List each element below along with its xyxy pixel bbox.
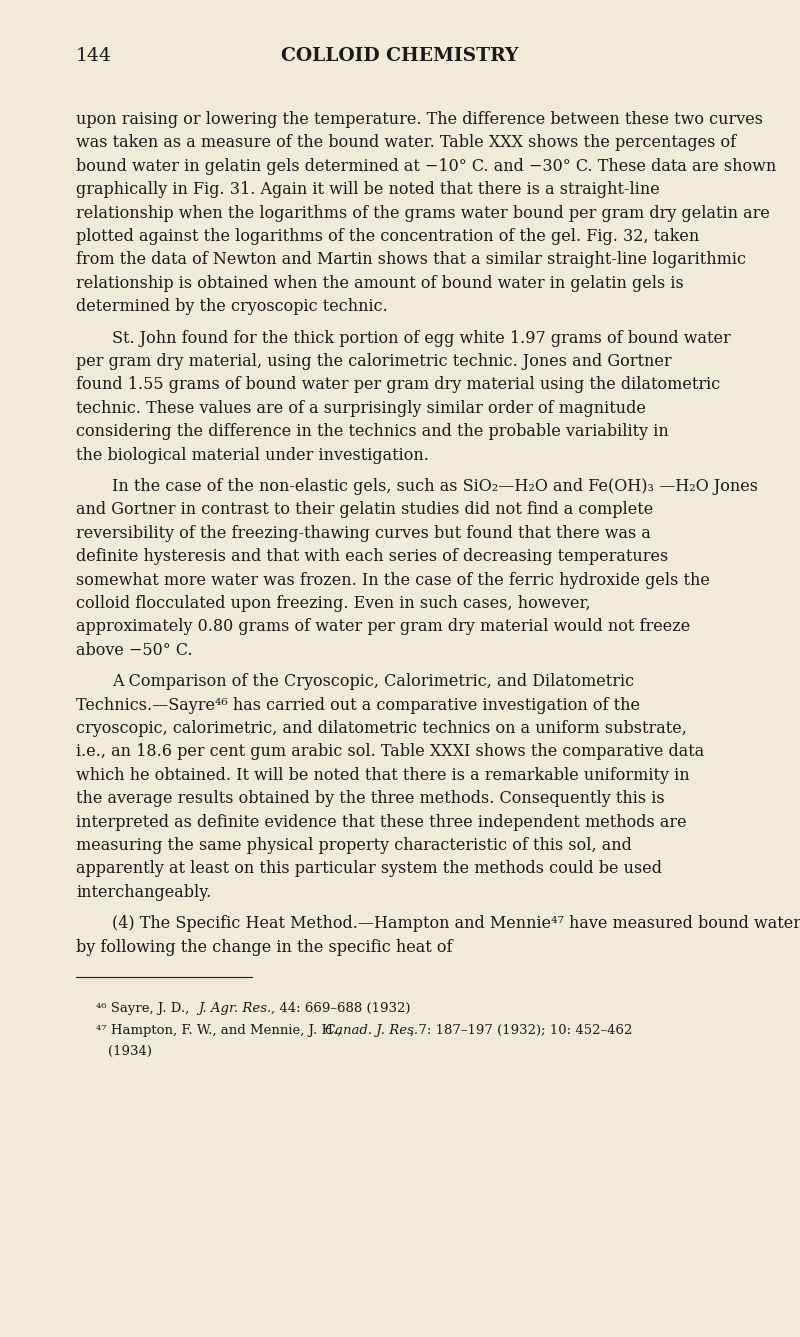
Text: reversibility of the freezing-thawing curves but found that there was a: reversibility of the freezing-thawing cu… — [76, 524, 651, 541]
Text: COLLOID CHEMISTRY: COLLOID CHEMISTRY — [282, 47, 518, 64]
Text: measuring the same physical property characteristic of this sol, and: measuring the same physical property cha… — [76, 837, 632, 854]
Text: Technics.—Sayre⁴⁶ has carried out a comparative investigation of the: Technics.—Sayre⁴⁶ has carried out a comp… — [76, 697, 640, 714]
Text: the average results obtained by the three methods. Consequently this is: the average results obtained by the thre… — [76, 790, 665, 808]
Text: , 7: 187–197 (1932); 10: 452–462: , 7: 187–197 (1932); 10: 452–462 — [410, 1024, 632, 1036]
Text: and Gortner in contrast to their gelatin studies did not find a complete: and Gortner in contrast to their gelatin… — [76, 501, 654, 519]
Text: definite hysteresis and that with each series of decreasing temperatures: definite hysteresis and that with each s… — [76, 548, 668, 566]
Text: upon raising or lowering the temperature. The difference between these two curve: upon raising or lowering the temperature… — [76, 111, 763, 128]
Text: relationship when the logarithms of the grams water bound per gram dry gelatin a: relationship when the logarithms of the … — [76, 205, 770, 222]
Text: determined by the cryoscopic technic.: determined by the cryoscopic technic. — [76, 298, 388, 316]
Text: above −50° C.: above −50° C. — [76, 642, 193, 659]
Text: which he obtained. It will be noted that there is a remarkable uniformity in: which he obtained. It will be noted that… — [76, 766, 690, 783]
Text: In the case of the non-elastic gels, such as SiO₂—H₂O and Fe(OH)₃ —H₂O Jones: In the case of the non-elastic gels, suc… — [112, 477, 758, 495]
Text: Canad. J. Res.: Canad. J. Res. — [326, 1024, 418, 1036]
Text: (1934): (1934) — [108, 1046, 152, 1058]
Text: i.e., an 18.6 per cent gum arabic sol. Table XXXI shows the comparative data: i.e., an 18.6 per cent gum arabic sol. T… — [76, 743, 704, 761]
Text: bound water in gelatin gels determined at −10° C. and −30° C. These data are sho: bound water in gelatin gels determined a… — [76, 158, 776, 175]
Text: considering the difference in the technics and the probable variability in: considering the difference in the techni… — [76, 422, 669, 440]
Text: somewhat more water was frozen. In the case of the ferric hydroxide gels the: somewhat more water was frozen. In the c… — [76, 571, 710, 588]
Text: 144: 144 — [76, 47, 112, 64]
Text: the biological material under investigation.: the biological material under investigat… — [76, 447, 429, 464]
Text: technic. These values are of a surprisingly similar order of magnitude: technic. These values are of a surprisin… — [76, 400, 646, 417]
Text: ⁴⁶ Sayre, J. D.,: ⁴⁶ Sayre, J. D., — [96, 1001, 194, 1015]
Text: interchangeably.: interchangeably. — [76, 884, 211, 901]
Text: graphically in Fig. 31. Again it will be noted that there is a straight-line: graphically in Fig. 31. Again it will be… — [76, 180, 660, 198]
Text: J. Agr. Res.: J. Agr. Res. — [198, 1001, 272, 1015]
Text: (4) The Specific Heat Method.—Hampton and Mennie⁴⁷ have measured bound water: (4) The Specific Heat Method.—Hampton an… — [112, 915, 800, 932]
Text: , 44: 669–688 (1932): , 44: 669–688 (1932) — [271, 1001, 410, 1015]
Text: found 1.55 grams of bound water per gram dry material using the dilatometric: found 1.55 grams of bound water per gram… — [76, 376, 720, 393]
Text: approximately 0.80 grams of water per gram dry material would not freeze: approximately 0.80 grams of water per gr… — [76, 618, 690, 635]
Text: apparently at least on this particular system the methods could be used: apparently at least on this particular s… — [76, 860, 662, 877]
Text: from the data of Newton and Martin shows that a similar straight-line logarithmi: from the data of Newton and Martin shows… — [76, 251, 746, 269]
Text: relationship is obtained when the amount of bound water in gelatin gels is: relationship is obtained when the amount… — [76, 274, 684, 291]
Text: interpreted as definite evidence that these three independent methods are: interpreted as definite evidence that th… — [76, 813, 686, 830]
Text: cryoscopic, calorimetric, and dilatometric technics on a uniform substrate,: cryoscopic, calorimetric, and dilatometr… — [76, 719, 687, 737]
Text: per gram dry material, using the calorimetric technic. Jones and Gortner: per gram dry material, using the calorim… — [76, 353, 672, 370]
Text: ⁴⁷ Hampton, F. W., and Mennie, J. H.,: ⁴⁷ Hampton, F. W., and Mennie, J. H., — [96, 1024, 346, 1036]
Text: by following the change in the specific heat of: by following the change in the specific … — [76, 939, 453, 956]
Text: St. John found for the thick portion of egg white 1.97 grams of bound water: St. John found for the thick portion of … — [112, 329, 730, 346]
Text: plotted against the logarithms of the concentration of the gel. Fig. 32, taken: plotted against the logarithms of the co… — [76, 227, 699, 245]
Text: colloid flocculated upon freezing. Even in such cases, however,: colloid flocculated upon freezing. Even … — [76, 595, 590, 612]
Text: was taken as a measure of the bound water. Table XXX shows the percentages of: was taken as a measure of the bound wate… — [76, 135, 736, 151]
Text: A Comparison of the Cryoscopic, Calorimetric, and Dilatometric: A Comparison of the Cryoscopic, Calorime… — [112, 673, 634, 690]
